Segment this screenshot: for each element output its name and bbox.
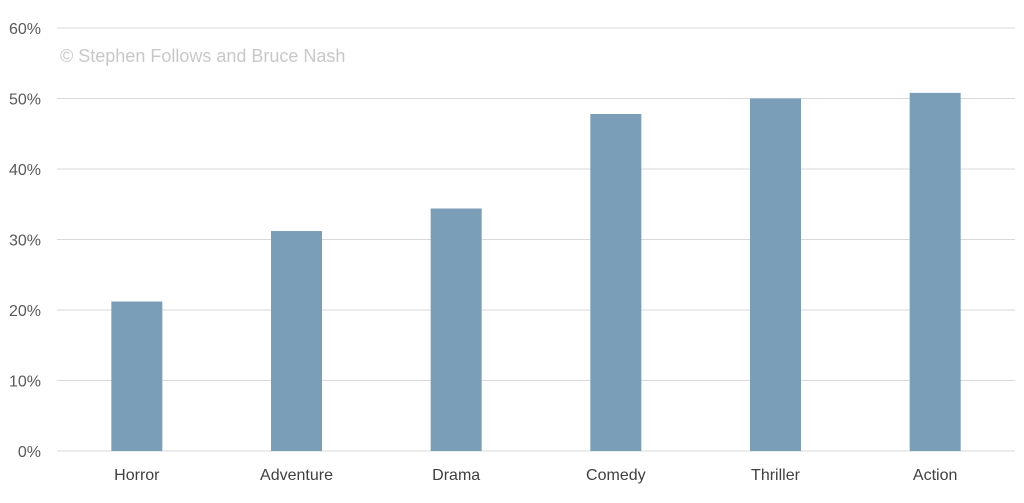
x-tick-label: Thriller <box>751 467 801 484</box>
bar-horror <box>111 301 163 451</box>
bar-comedy <box>590 114 642 451</box>
y-tick-label: 60% <box>9 21 41 38</box>
bar-action <box>909 92 961 452</box>
y-tick-label: 10% <box>9 374 41 391</box>
x-axis-ticks: Horror Adventure Drama Comedy Thriller Action <box>114 467 957 484</box>
x-tick-label: Adventure <box>260 467 333 484</box>
gridlines <box>57 27 1015 452</box>
y-tick-label: 40% <box>9 162 41 179</box>
bar-adventure <box>271 231 322 451</box>
x-tick-label: Drama <box>432 467 480 484</box>
x-tick-label: Comedy <box>586 467 646 484</box>
bar-drama <box>430 208 482 451</box>
y-tick-label: 20% <box>9 303 41 320</box>
watermark: © Stephen Follows and Bruce Nash <box>60 46 345 66</box>
x-tick-label: Horror <box>114 467 160 484</box>
y-tick-label: 50% <box>9 92 41 109</box>
y-tick-label: 0% <box>18 444 41 461</box>
bar-thriller <box>750 98 801 451</box>
bars <box>111 92 961 452</box>
x-tick-label: Action <box>913 467 957 484</box>
y-tick-label: 30% <box>9 233 41 250</box>
y-axis-ticks: 0% 10% 20% 30% 40% 50% 60% <box>9 21 41 461</box>
